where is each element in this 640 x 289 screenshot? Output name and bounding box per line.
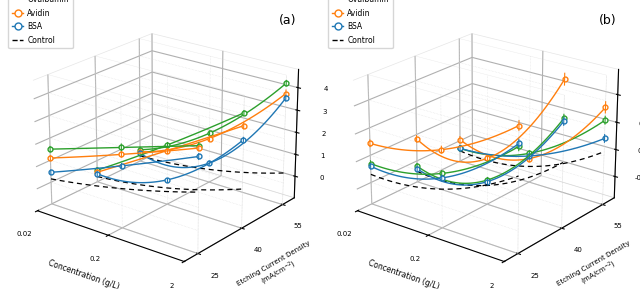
- Legend: Chicken
Ovalbumin, Avidin, BSA, Control: Chicken Ovalbumin, Avidin, BSA, Control: [328, 0, 392, 49]
- Text: (a): (a): [279, 14, 296, 27]
- Text: (b): (b): [599, 14, 616, 27]
- X-axis label: Concentration (g/L): Concentration (g/L): [47, 259, 120, 289]
- Legend: Chicken
Ovalbumin, Avidin, BSA, Control: Chicken Ovalbumin, Avidin, BSA, Control: [8, 0, 72, 49]
- X-axis label: Concentration (g/L): Concentration (g/L): [367, 259, 440, 289]
- Y-axis label: Etching Current Density
(mA/cm$^{-2}$): Etching Current Density (mA/cm$^{-2}$): [556, 240, 638, 289]
- Y-axis label: Etching Current Density
(mA/cm$^{-2}$): Etching Current Density (mA/cm$^{-2}$): [236, 240, 318, 289]
